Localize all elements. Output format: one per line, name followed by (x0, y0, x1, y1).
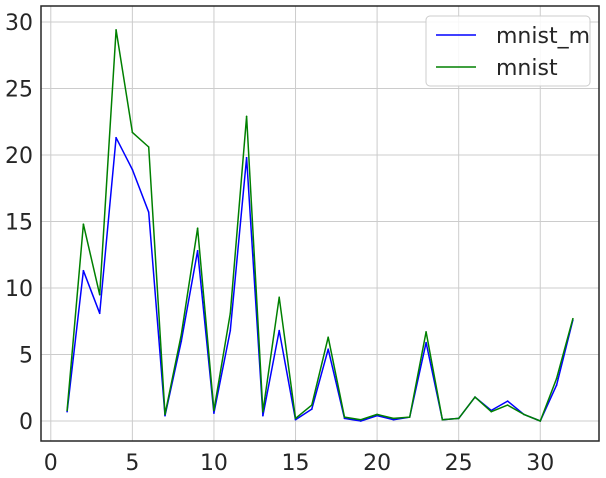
data-point (572, 317, 574, 320)
data-point (98, 312, 101, 315)
data-point (376, 414, 378, 417)
data-point (131, 168, 134, 171)
y-tick-label: 30 (5, 11, 33, 36)
data-point (131, 131, 134, 134)
data-point (294, 417, 297, 420)
data-point (262, 414, 264, 417)
data-point (311, 404, 313, 406)
series-line-mnist-m (66, 136, 574, 422)
data-point (343, 417, 346, 420)
data-point (229, 329, 232, 332)
y-tick-label: 15 (5, 211, 33, 236)
legend-box (425, 15, 591, 87)
x-tick-label: 25 (445, 451, 473, 476)
data-point (229, 312, 232, 315)
data-point (539, 420, 542, 422)
data-point (213, 409, 215, 412)
y-axis-ticks: 0 5 10 15 20 25 30 (5, 11, 33, 435)
y-tick-label: 20 (5, 144, 33, 169)
data-point (115, 29, 117, 31)
data-point (359, 420, 362, 422)
data-point (425, 331, 427, 333)
y-tick-label: 10 (5, 277, 33, 302)
data-point (196, 227, 199, 229)
series-line-mnist (66, 29, 574, 422)
x-tick-label: 20 (363, 451, 391, 476)
x-tick-label: 15 (282, 451, 310, 476)
data-point (555, 377, 558, 380)
data-point (262, 410, 264, 413)
data-point (213, 412, 215, 414)
data-point (278, 329, 281, 332)
data-point (392, 417, 395, 420)
plot-frame (40, 5, 600, 442)
data-point (359, 418, 362, 421)
data-point (311, 408, 313, 410)
legend-label: mnist_m (496, 24, 590, 49)
legend-label: mnist (496, 56, 558, 81)
x-axis-ticks: 0 5 10 15 20 25 30 (44, 451, 554, 476)
data-point (474, 396, 476, 398)
data-point (327, 336, 329, 339)
x-tick-label: 10 (200, 451, 228, 476)
data-point (555, 384, 558, 386)
data-point (115, 136, 117, 139)
data-point (164, 413, 166, 416)
data-point (294, 418, 297, 421)
data-point (425, 341, 427, 344)
data-point (164, 414, 166, 417)
y-tick-label: 5 (19, 344, 33, 369)
data-point (245, 115, 248, 118)
x-tick-label: 30 (526, 451, 554, 476)
data-point (147, 146, 150, 148)
data-point (245, 156, 248, 159)
data-point (490, 410, 493, 413)
data-point (441, 418, 444, 421)
data-point (506, 404, 509, 406)
data-point (457, 417, 460, 420)
data-point (66, 410, 68, 413)
y-tick-label: 0 (19, 410, 33, 435)
data-point (180, 340, 183, 343)
data-point (523, 413, 525, 416)
data-point (180, 333, 183, 336)
data-point (327, 348, 329, 351)
x-tick-label: 5 (125, 451, 139, 476)
data-point (147, 211, 150, 213)
data-point (408, 416, 411, 418)
data-point (376, 413, 378, 416)
data-point (278, 296, 281, 299)
data-point (196, 249, 199, 252)
data-point (343, 416, 346, 418)
data-point (82, 223, 85, 225)
data-point (506, 400, 509, 402)
x-tick-label: 0 (44, 451, 58, 476)
series-group (66, 29, 574, 422)
data-point (82, 269, 85, 272)
y-tick-label: 25 (5, 77, 33, 102)
data-point (66, 409, 68, 412)
data-point (392, 418, 395, 421)
data-point (98, 293, 101, 296)
